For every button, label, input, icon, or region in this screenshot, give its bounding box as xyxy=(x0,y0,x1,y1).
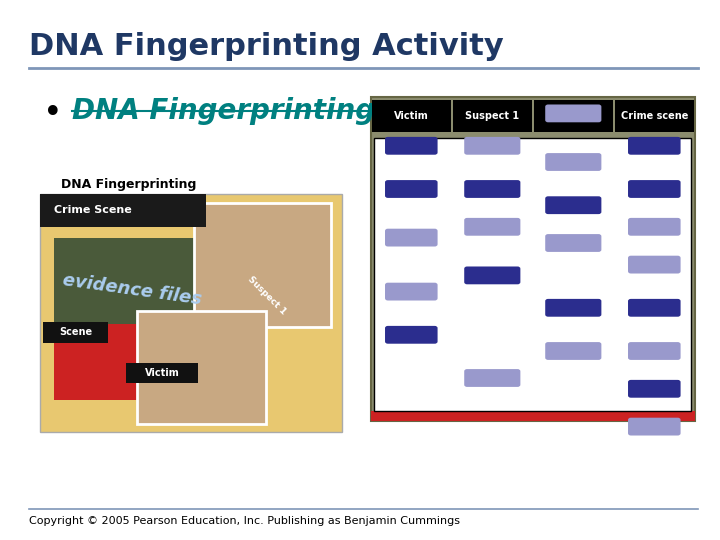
FancyBboxPatch shape xyxy=(54,324,198,400)
Text: DNA Fingerprinting: DNA Fingerprinting xyxy=(72,97,375,125)
FancyBboxPatch shape xyxy=(385,228,438,246)
FancyBboxPatch shape xyxy=(628,218,680,235)
FancyBboxPatch shape xyxy=(464,180,521,198)
FancyBboxPatch shape xyxy=(628,342,680,360)
FancyBboxPatch shape xyxy=(545,234,601,252)
Text: Crime Scene: Crime Scene xyxy=(54,205,132,214)
FancyBboxPatch shape xyxy=(545,153,601,171)
FancyBboxPatch shape xyxy=(385,283,438,300)
FancyBboxPatch shape xyxy=(54,238,212,356)
FancyBboxPatch shape xyxy=(43,322,108,343)
FancyBboxPatch shape xyxy=(385,137,438,154)
Text: DNA Fingerprinting Activity: DNA Fingerprinting Activity xyxy=(29,32,503,62)
FancyBboxPatch shape xyxy=(464,369,521,387)
FancyBboxPatch shape xyxy=(628,299,680,316)
FancyBboxPatch shape xyxy=(628,255,680,273)
Text: Crime scene: Crime scene xyxy=(621,111,688,121)
FancyBboxPatch shape xyxy=(371,97,695,421)
FancyBboxPatch shape xyxy=(454,100,532,132)
FancyBboxPatch shape xyxy=(545,196,601,214)
FancyBboxPatch shape xyxy=(40,194,206,227)
FancyBboxPatch shape xyxy=(545,299,601,316)
Text: evidence files: evidence files xyxy=(61,271,203,308)
FancyBboxPatch shape xyxy=(534,100,613,132)
FancyBboxPatch shape xyxy=(628,380,680,397)
Text: Victim: Victim xyxy=(394,111,428,121)
FancyBboxPatch shape xyxy=(464,137,521,154)
FancyBboxPatch shape xyxy=(628,418,680,435)
FancyBboxPatch shape xyxy=(628,137,680,154)
FancyBboxPatch shape xyxy=(385,180,438,198)
FancyBboxPatch shape xyxy=(194,202,331,327)
Text: DNA Fingerprinting: DNA Fingerprinting xyxy=(61,178,197,191)
FancyBboxPatch shape xyxy=(40,194,342,432)
FancyBboxPatch shape xyxy=(372,100,451,132)
FancyBboxPatch shape xyxy=(137,310,266,424)
Text: •: • xyxy=(43,97,63,130)
Text: Suspect 1: Suspect 1 xyxy=(465,111,519,121)
Text: Scene: Scene xyxy=(59,327,92,337)
FancyBboxPatch shape xyxy=(464,267,521,284)
FancyBboxPatch shape xyxy=(628,180,680,198)
Text: Suspect 2: Suspect 2 xyxy=(546,111,600,121)
FancyBboxPatch shape xyxy=(126,363,198,383)
FancyBboxPatch shape xyxy=(371,411,695,421)
Text: Copyright © 2005 Pearson Education, Inc. Publishing as Benjamin Cummings: Copyright © 2005 Pearson Education, Inc.… xyxy=(29,516,460,526)
Text: Suspect 1: Suspect 1 xyxy=(246,274,287,316)
FancyBboxPatch shape xyxy=(545,342,601,360)
Text: Victim: Victim xyxy=(145,368,179,377)
FancyBboxPatch shape xyxy=(615,100,694,132)
FancyBboxPatch shape xyxy=(545,104,601,122)
FancyBboxPatch shape xyxy=(374,138,691,411)
FancyBboxPatch shape xyxy=(385,326,438,344)
FancyBboxPatch shape xyxy=(464,218,521,235)
